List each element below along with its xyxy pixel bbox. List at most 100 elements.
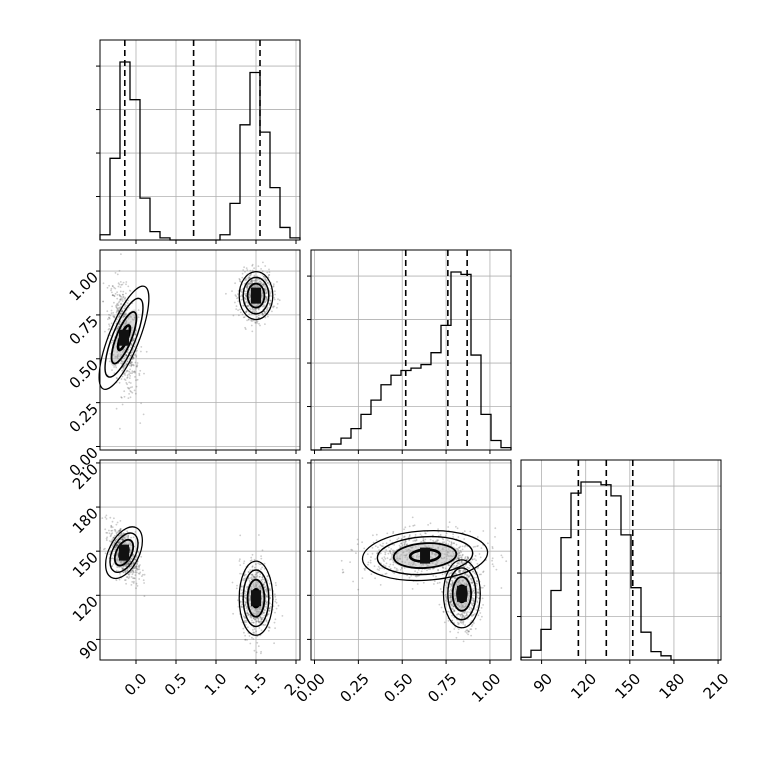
sample-point (274, 611, 276, 614)
sample-point (118, 566, 121, 569)
sample-point (259, 280, 261, 283)
sample-point (120, 396, 123, 398)
sample-point (246, 286, 248, 288)
sample-point (247, 283, 249, 286)
sample-point (257, 617, 260, 620)
sample-point (245, 601, 247, 604)
sample-point (114, 534, 116, 537)
sample-point (349, 561, 351, 563)
sample-point (377, 565, 380, 568)
sample-point (269, 302, 272, 305)
sample-point (464, 556, 467, 558)
sample-point (115, 546, 117, 549)
sample-point (451, 607, 454, 610)
sample-point (113, 315, 116, 318)
sample-point (463, 616, 466, 619)
sample-point (472, 589, 474, 592)
sample-point (268, 283, 271, 286)
sample-point (408, 534, 411, 536)
sample-point (378, 569, 380, 571)
sample-point (444, 567, 447, 570)
sample-point (350, 548, 353, 551)
sample-point (393, 566, 396, 569)
sample-point (253, 566, 256, 569)
sample-point (120, 566, 123, 569)
sample-point (244, 297, 246, 299)
sample-point (113, 372, 116, 375)
sample-point (449, 588, 452, 591)
sample-point (466, 629, 469, 631)
sample-point (449, 595, 452, 598)
density-contour (451, 575, 472, 612)
sample-point (458, 557, 460, 560)
sample-point (275, 584, 277, 587)
sample-point (129, 368, 132, 371)
sample-point (469, 581, 472, 584)
sample-point (128, 370, 131, 373)
sample-point (449, 601, 451, 604)
sample-point (123, 357, 125, 360)
sample-point (121, 369, 123, 372)
sample-point (262, 283, 264, 286)
sample-point (125, 313, 128, 315)
sample-point (473, 576, 476, 579)
sample-point (116, 307, 119, 310)
sample-point (128, 573, 131, 576)
sample-point (124, 570, 127, 573)
sample-point (267, 274, 270, 276)
sample-point (249, 269, 252, 272)
sample-point (118, 293, 121, 296)
sample-point (259, 573, 262, 575)
sample-point (451, 582, 454, 585)
sample-point (132, 339, 134, 342)
sample-point (116, 545, 118, 548)
sample-point (448, 594, 451, 597)
sample-point (245, 603, 247, 605)
sample-point (356, 543, 359, 546)
sample-point (111, 544, 114, 547)
sample-point (132, 356, 135, 359)
sample-point (372, 534, 374, 537)
sample-point (256, 641, 259, 644)
y-tick-label: 120 (69, 592, 102, 625)
sample-point (119, 298, 122, 301)
sample-point (448, 590, 451, 592)
sample-point (123, 356, 126, 358)
sample-point (470, 578, 473, 580)
sample-point (125, 563, 128, 566)
sample-point (244, 290, 247, 293)
sample-point (130, 344, 132, 346)
sample-point (251, 565, 254, 568)
sample-point (267, 626, 270, 629)
sample-point (109, 314, 112, 317)
sample-point (118, 283, 121, 286)
sample-point (438, 581, 441, 584)
sample-point (125, 363, 128, 366)
sample-point (255, 620, 258, 623)
sample-point (424, 532, 426, 535)
sample-point (265, 602, 268, 604)
sample-point (240, 585, 243, 588)
sample-point (256, 571, 259, 574)
sample-point (134, 566, 137, 569)
sample-point (257, 645, 260, 648)
sample-point (254, 309, 257, 312)
sample-point (475, 580, 478, 582)
sample-point (108, 323, 110, 326)
sample-point (459, 572, 462, 574)
sample-point (131, 340, 134, 343)
sample-point (115, 544, 118, 546)
sample-point (120, 310, 123, 313)
sample-point (138, 374, 141, 377)
sample-point (112, 311, 115, 314)
sample-point (464, 569, 467, 572)
sample-point (132, 339, 135, 341)
sample-point (444, 593, 447, 596)
sample-point (119, 572, 121, 575)
sample-point (461, 548, 464, 551)
sample-point (273, 298, 276, 301)
sample-point (473, 558, 476, 560)
density-contour (246, 282, 266, 309)
sample-point (237, 605, 240, 608)
sample-point (445, 580, 448, 583)
